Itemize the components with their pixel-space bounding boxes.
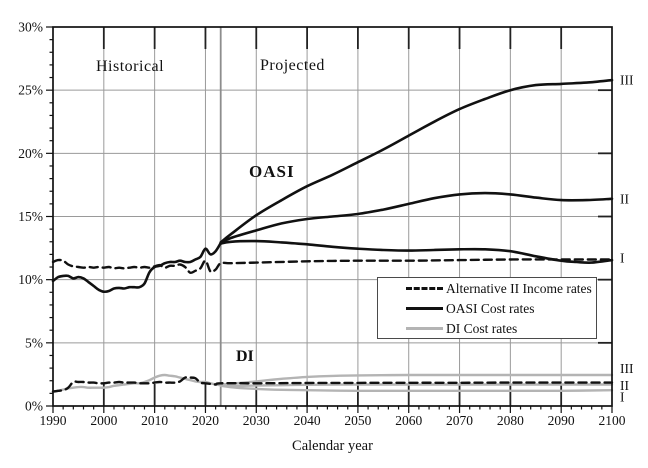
- alternative-label-di-iii: III: [620, 361, 634, 376]
- plot-frame: [52, 26, 613, 407]
- x-tick-label: 2050: [344, 413, 371, 428]
- x-tick-label: 2000: [90, 413, 117, 428]
- zone-label-historical: Historical: [96, 58, 165, 75]
- di-group-label: DI: [236, 348, 254, 365]
- alternative-label-oasi-iii: III: [620, 73, 634, 88]
- alternative-label-di-ii: II: [620, 378, 629, 393]
- y-tick-label: 25%: [18, 83, 43, 98]
- y-tick-label: 0%: [25, 399, 43, 414]
- y-tick-label: 20%: [18, 146, 43, 161]
- x-tick-label: 2010: [141, 413, 168, 428]
- series-oasi-cost-rate-alternative-iii: [219, 78, 614, 244]
- y-tick-label: 10%: [18, 272, 43, 287]
- alternative-label-oasi-i: I: [620, 251, 625, 266]
- y-tick-label: 15%: [18, 209, 43, 224]
- legend-item-di-cost-rates: DI Cost rates: [406, 320, 596, 337]
- x-tick-label: 2020: [192, 413, 219, 428]
- series-di-cost-rate-alternative-ii: [219, 383, 614, 387]
- legend-box: Alternative II Income rates OASI Cost ra…: [377, 277, 597, 339]
- legend-item-income-rates: Alternative II Income rates: [406, 280, 596, 297]
- solid-gray-line-sample-icon: [406, 326, 443, 330]
- series-oasi-cost-rate-historical-: [51, 241, 222, 294]
- dashed-line-sample-icon: [406, 286, 443, 290]
- x-tick-label: 2030: [243, 413, 270, 428]
- legend-label: Alternative II Income rates: [446, 280, 592, 296]
- x-tick-label: 2070: [446, 413, 473, 428]
- solid-black-line-sample-icon: [406, 306, 443, 310]
- x-tick-label: 2040: [294, 413, 321, 428]
- series-di-cost-rate-alternative-i: [219, 384, 614, 393]
- x-tick-label: 1990: [40, 413, 67, 428]
- oasi-group-label: OASI: [249, 162, 295, 181]
- legend-item-oasi-cost-rates: OASI Cost rates: [406, 300, 596, 317]
- series-di-income-rate-alternative-ii-: [51, 376, 614, 393]
- x-tick-label: 2060: [395, 413, 422, 428]
- series-di-cost-rate-historical-: [51, 373, 222, 394]
- series-di-cost-rate-alternative-iii: [219, 373, 614, 386]
- alternative-label-di-i: I: [620, 389, 625, 404]
- x-tick-label: 2100: [599, 413, 626, 428]
- x-tick-label: 2080: [497, 413, 524, 428]
- x-axis-title: Calendar year: [292, 438, 373, 454]
- x-tick-label: 2090: [548, 413, 575, 428]
- legend-label: OASI Cost rates: [446, 300, 535, 316]
- series-oasi-income-rate-alternative-ii-: [51, 258, 614, 275]
- series-oasi-cost-rate-alternative-i: [219, 239, 614, 264]
- series-oasi-cost-rate-alternative-ii: [219, 191, 614, 245]
- zone-label-projected: Projected: [260, 57, 325, 74]
- y-tick-label: 5%: [25, 335, 43, 350]
- y-tick-label: 30%: [18, 20, 43, 35]
- alternative-label-oasi-ii: II: [620, 191, 629, 206]
- legend-label: DI Cost rates: [446, 320, 518, 336]
